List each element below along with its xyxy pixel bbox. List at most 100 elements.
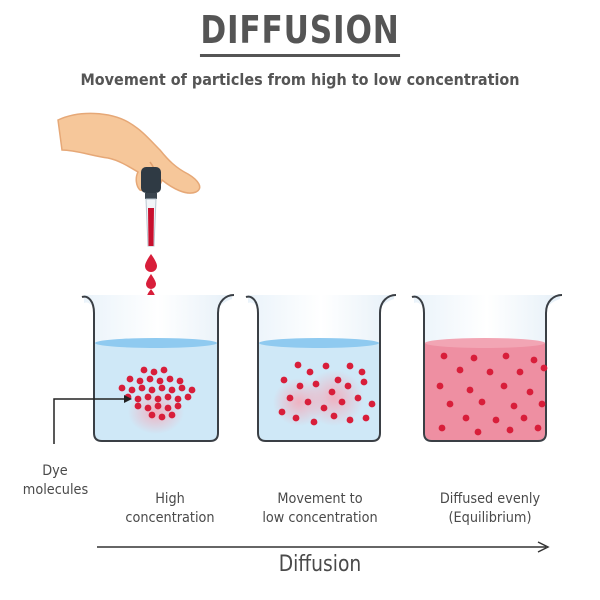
dye-molecule: [334, 376, 342, 384]
dye-cloud: [128, 390, 184, 434]
dye-molecule: [144, 393, 152, 401]
dye-molecule: [470, 354, 478, 362]
dye-molecule: [312, 380, 320, 388]
dye-molecule: [148, 411, 156, 419]
dye-molecule: [306, 368, 314, 376]
dye-molecule: [128, 386, 136, 394]
dye-molecule: [478, 398, 486, 406]
dye-molecule: [362, 414, 370, 422]
dye-molecule: [164, 404, 172, 412]
dye-pointer: [53, 395, 132, 444]
dye-molecule: [184, 393, 192, 401]
dye-molecule: [354, 394, 362, 402]
dye-molecule: [154, 402, 162, 410]
dye-molecule: [538, 400, 546, 408]
dye-molecule: [294, 361, 302, 369]
dye-molecule: [346, 416, 354, 424]
dye-molecules-label: Dye molecules: [22, 463, 89, 498]
dye-molecule: [328, 388, 336, 396]
dye-molecule: [446, 400, 454, 408]
dye-molecule: [436, 382, 444, 390]
dye-molecule: [516, 368, 524, 376]
liquid-surface: [425, 338, 545, 348]
beaker-icon: [81, 294, 235, 442]
dye-molecule: [456, 366, 464, 374]
dye-molecule: [520, 414, 528, 422]
liquid-surface: [95, 338, 217, 348]
dye-molecule: [278, 408, 286, 416]
dye-molecule: [346, 362, 354, 370]
dye-molecule: [440, 352, 448, 360]
dye-molecule: [126, 375, 134, 383]
dye-molecule: [502, 352, 510, 360]
dye-molecule: [510, 402, 518, 410]
arrow-icon: [97, 541, 550, 553]
dye-molecule: [168, 411, 176, 419]
dye-molecule: [174, 395, 182, 403]
dye-molecule: [158, 384, 166, 392]
dye-molecule: [146, 375, 154, 383]
dye-molecule: [310, 418, 318, 426]
dye-molecule: [320, 404, 328, 412]
dye-molecule: [160, 366, 168, 374]
dye-molecule: [188, 386, 196, 394]
beaker-outline: [411, 294, 563, 442]
stage-3-label: Diffused evenly (Equilibrium): [439, 491, 541, 526]
dye-molecule: [530, 356, 538, 364]
dye-molecule: [280, 376, 288, 384]
beaker-icon: [411, 294, 563, 442]
dropper-icon: [141, 167, 161, 247]
stage-1-label: High concentration: [125, 491, 215, 526]
dye-molecule: [168, 386, 176, 394]
dye-molecule: [540, 364, 548, 372]
dye-molecule: [140, 366, 148, 374]
dye-molecule: [292, 414, 300, 422]
dye-molecule: [296, 382, 304, 390]
diffusion-arrow-label: Diffusion: [278, 552, 362, 577]
hand-icon: [57, 112, 201, 194]
beaker-outline: [245, 294, 397, 442]
dye-molecule: [174, 402, 182, 410]
dye-molecule: [178, 384, 186, 392]
dye-molecule: [154, 395, 162, 403]
dye-molecule: [474, 428, 482, 436]
dye-molecule: [148, 386, 156, 394]
dye-molecule: [360, 378, 368, 386]
dye-molecule: [150, 368, 158, 376]
dye-molecule: [156, 377, 164, 385]
dye-molecule: [158, 413, 166, 421]
dye-molecule: [368, 400, 376, 408]
dye-molecule: [138, 384, 146, 392]
dye-molecule: [136, 377, 144, 385]
dye-molecule: [304, 398, 312, 406]
dye-molecule: [176, 377, 184, 385]
beaker-liquid: [425, 343, 545, 440]
dye-molecule: [134, 402, 142, 410]
dye-molecule: [144, 404, 152, 412]
falling-drops: [145, 254, 157, 300]
dye-molecule: [286, 394, 294, 402]
beaker-icon: [245, 294, 397, 442]
dye-molecule: [330, 412, 338, 420]
dye-molecule: [506, 426, 514, 434]
page-subtitle: Movement of particles from high to low c…: [80, 70, 520, 89]
dye-molecule: [492, 416, 500, 424]
dye-molecule: [500, 382, 508, 390]
dye-molecule: [338, 398, 346, 406]
dye-molecule: [166, 375, 174, 383]
page-title: DIFFUSION: [54, 8, 546, 57]
dye-molecule: [462, 414, 470, 422]
dye-molecule: [164, 393, 172, 401]
dye-molecule: [358, 368, 366, 376]
stage-2-label: Movement to low concentration: [262, 491, 378, 526]
dye-molecule: [322, 362, 330, 370]
beaker-outline: [81, 294, 235, 442]
dye-molecule: [534, 424, 542, 432]
dye-molecule: [486, 368, 494, 376]
dye-molecule: [134, 395, 142, 403]
dye-molecule: [466, 386, 474, 394]
dye-molecule: [438, 424, 446, 432]
dye-molecule: [344, 382, 352, 390]
dye-molecule: [118, 384, 126, 392]
